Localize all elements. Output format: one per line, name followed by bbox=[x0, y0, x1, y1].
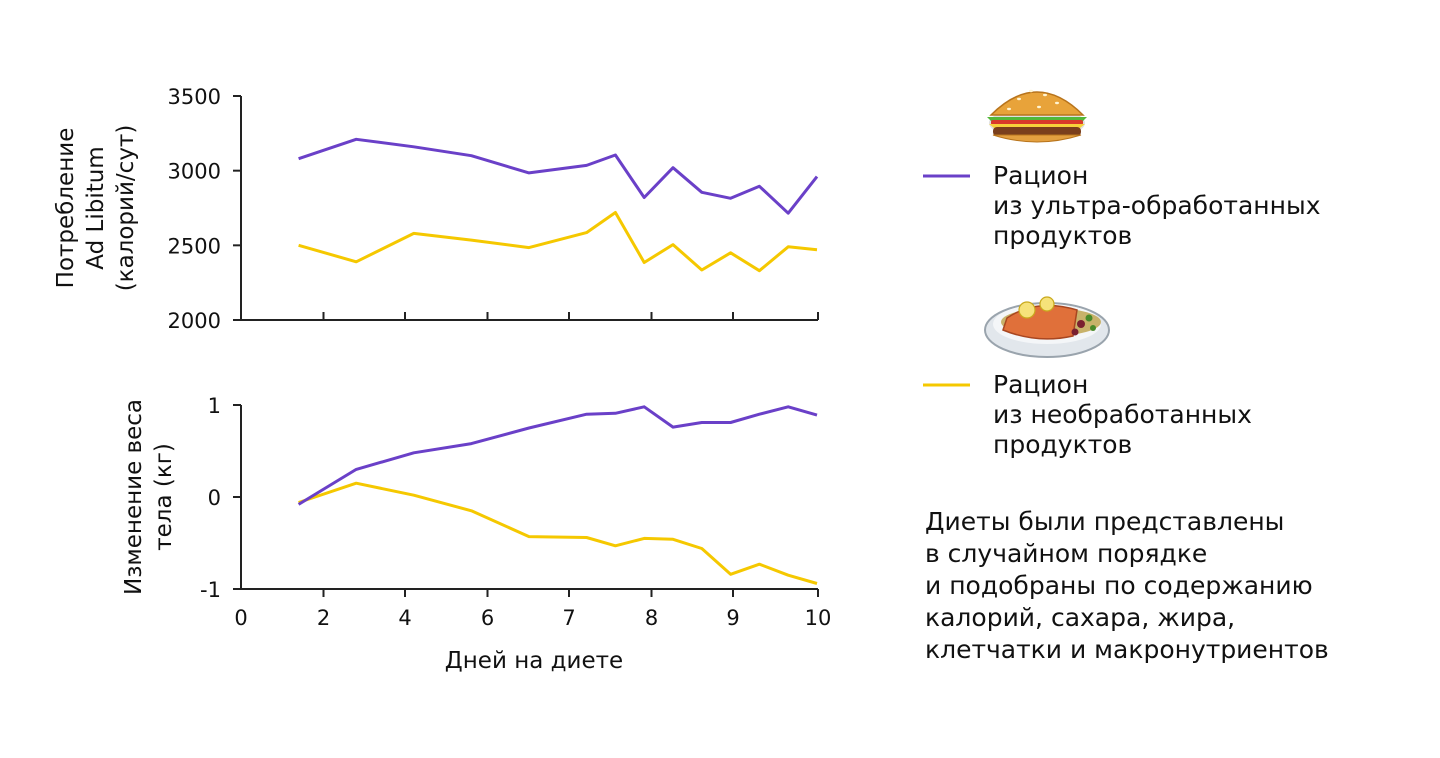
top-ylabel-line-2: Ad Libitum bbox=[83, 146, 109, 269]
xtick-label: 7 bbox=[562, 606, 575, 630]
weight-change-chart: -101 0 2 4 6 7 8 9 10 Изменение веса тела (кг) … bbox=[121, 394, 831, 674]
top-ytick-label: 2500 bbox=[168, 234, 221, 258]
top-series-unprocessed bbox=[298, 211, 818, 273]
xtick-label: 4 bbox=[398, 606, 411, 630]
bottom-series-ultra-processed bbox=[297, 405, 818, 506]
xtick-label: 2 bbox=[317, 606, 330, 630]
bottom-ytick-label: -1 bbox=[200, 578, 221, 602]
top-ytick-label: 3000 bbox=[168, 160, 221, 184]
xtick-label: 6 bbox=[481, 606, 494, 630]
xtick-label: 0 bbox=[234, 606, 247, 630]
x-axis-label: Дней на диете bbox=[445, 648, 623, 674]
plate-icon bbox=[984, 296, 1110, 358]
bottom-series-unprocessed bbox=[298, 481, 818, 585]
burger-icon bbox=[987, 89, 1087, 143]
bottom-ytick-label: 1 bbox=[208, 394, 221, 418]
footnote: Диеты были представлены в случайном поря… bbox=[925, 507, 1329, 664]
xtick-label: 9 bbox=[726, 606, 739, 630]
top-ylabel-line-1: Потребление bbox=[53, 128, 79, 289]
legend-label-ultra-processed: Рацион из ультра-обработанных продуктов bbox=[993, 161, 1321, 250]
legend-label-unprocessed: Рацион из необработанных продуктов bbox=[993, 370, 1252, 459]
bottom-ylabel-line-1: Изменение веса bbox=[121, 399, 147, 595]
xtick-label: 8 bbox=[645, 606, 658, 630]
xtick-label: 10 bbox=[805, 606, 832, 630]
top-ytick-label: 2000 bbox=[168, 309, 221, 333]
top-series-ultra-processed bbox=[298, 137, 819, 215]
bottom-ylabel-line-2: тела (кг) bbox=[151, 443, 177, 551]
top-ylabel-line-3: (калорий/сут) bbox=[113, 125, 139, 292]
bottom-ytick-label: 0 bbox=[208, 486, 221, 510]
top-ytick-label: 3500 bbox=[168, 85, 221, 109]
